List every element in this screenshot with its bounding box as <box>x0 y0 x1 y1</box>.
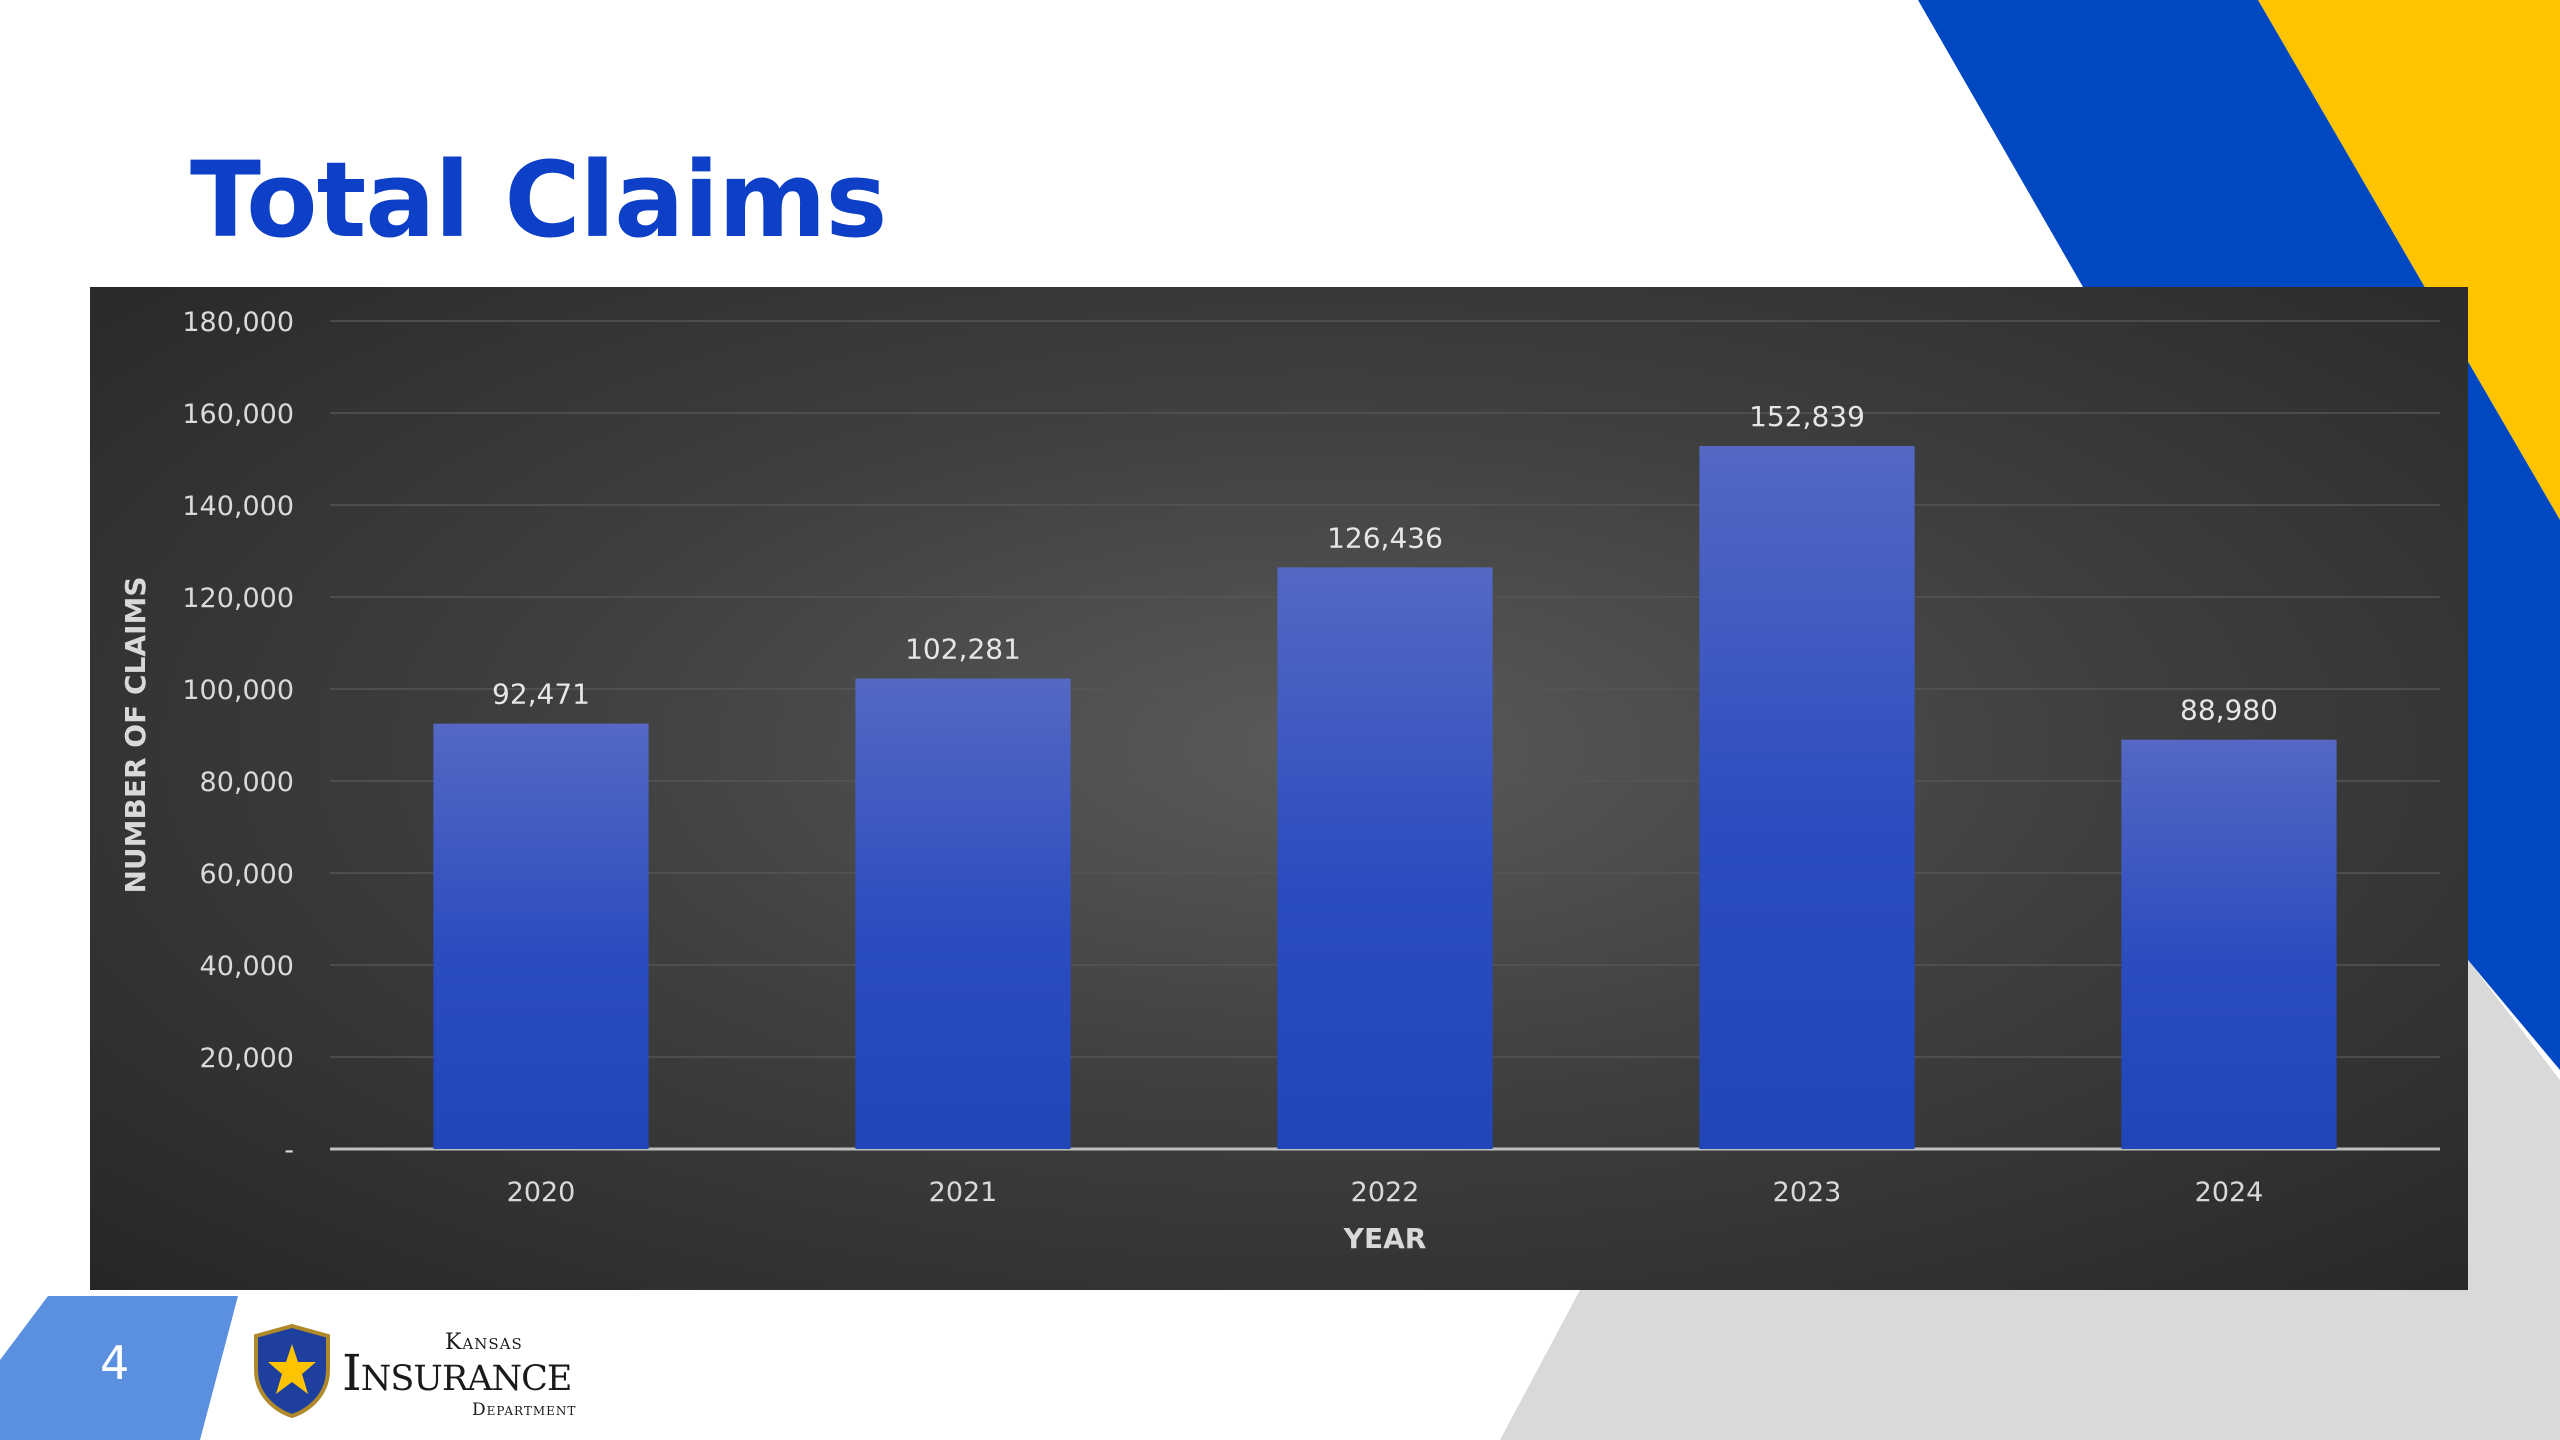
shield-icon <box>254 1323 330 1418</box>
data-label-2021: 102,281 <box>905 633 1021 666</box>
gridlines <box>330 320 2440 1151</box>
y-tick-label: 160,000 <box>182 399 294 430</box>
x-tick-label-2024: 2024 <box>2195 1177 2264 1208</box>
bar-chart: - 20,000 40,000 60,000 80,000 100,000 120,000 1… <box>119 307 2440 1255</box>
x-tick-label-2021: 2021 <box>929 1177 998 1208</box>
y-tick-label: 140,000 <box>182 491 294 522</box>
bar-2020 <box>433 723 649 1149</box>
page-number-box <box>0 1296 238 1440</box>
logo-line-department: Department <box>472 1400 577 1420</box>
y-tick-label: 20,000 <box>200 1043 294 1074</box>
y-tick-label: 60,000 <box>200 859 294 890</box>
y-tick-label: - <box>284 1135 294 1166</box>
bars: 92,471 102,281 126,436 152,839 88,980 <box>433 400 2337 1149</box>
y-tick-label: 40,000 <box>200 951 294 982</box>
y-tick-label: 80,000 <box>200 767 294 798</box>
gray-accent-shape <box>1500 960 2560 1440</box>
y-tick-label: 120,000 <box>182 583 294 614</box>
kansas-insurance-logo: Kansas Insurance Department <box>250 1320 610 1420</box>
bar-2024 <box>2121 739 2337 1149</box>
y-tick-label: 100,000 <box>182 675 294 706</box>
page-number: 4 <box>100 1336 130 1390</box>
logo-line-kansas: Kansas <box>445 1330 523 1355</box>
y-axis-title: NUMBER OF CLAIMS <box>119 577 152 894</box>
y-axis-ticks: - 20,000 40,000 60,000 80,000 100,000 120,000 1… <box>182 307 294 1166</box>
data-label-2023: 152,839 <box>1749 400 1865 433</box>
slide-title: Total Claims <box>190 139 887 261</box>
bar-2021 <box>855 678 1071 1149</box>
blue-accent-shape <box>1918 0 2560 1070</box>
y-tick-label: 180,000 <box>182 307 294 338</box>
logo-line-insurance: Insurance <box>342 1344 572 1402</box>
data-label-2020: 92,471 <box>492 678 590 711</box>
x-tick-label-2022: 2022 <box>1351 1177 1420 1208</box>
x-tick-label-2023: 2023 <box>1773 1177 1842 1208</box>
data-label-2024: 88,980 <box>2180 694 2278 727</box>
chart-panel: - 20,000 40,000 60,000 80,000 100,000 120,000 1… <box>90 287 2468 1290</box>
data-label-2022: 126,436 <box>1327 521 1443 554</box>
x-axis-ticks: 2020 2021 2022 2023 2024 <box>507 1177 2264 1208</box>
x-axis-title: YEAR <box>1343 1222 1427 1255</box>
bar-2023 <box>1699 445 1915 1149</box>
x-tick-label-2020: 2020 <box>507 1177 576 1208</box>
bar-2022 <box>1277 567 1493 1149</box>
